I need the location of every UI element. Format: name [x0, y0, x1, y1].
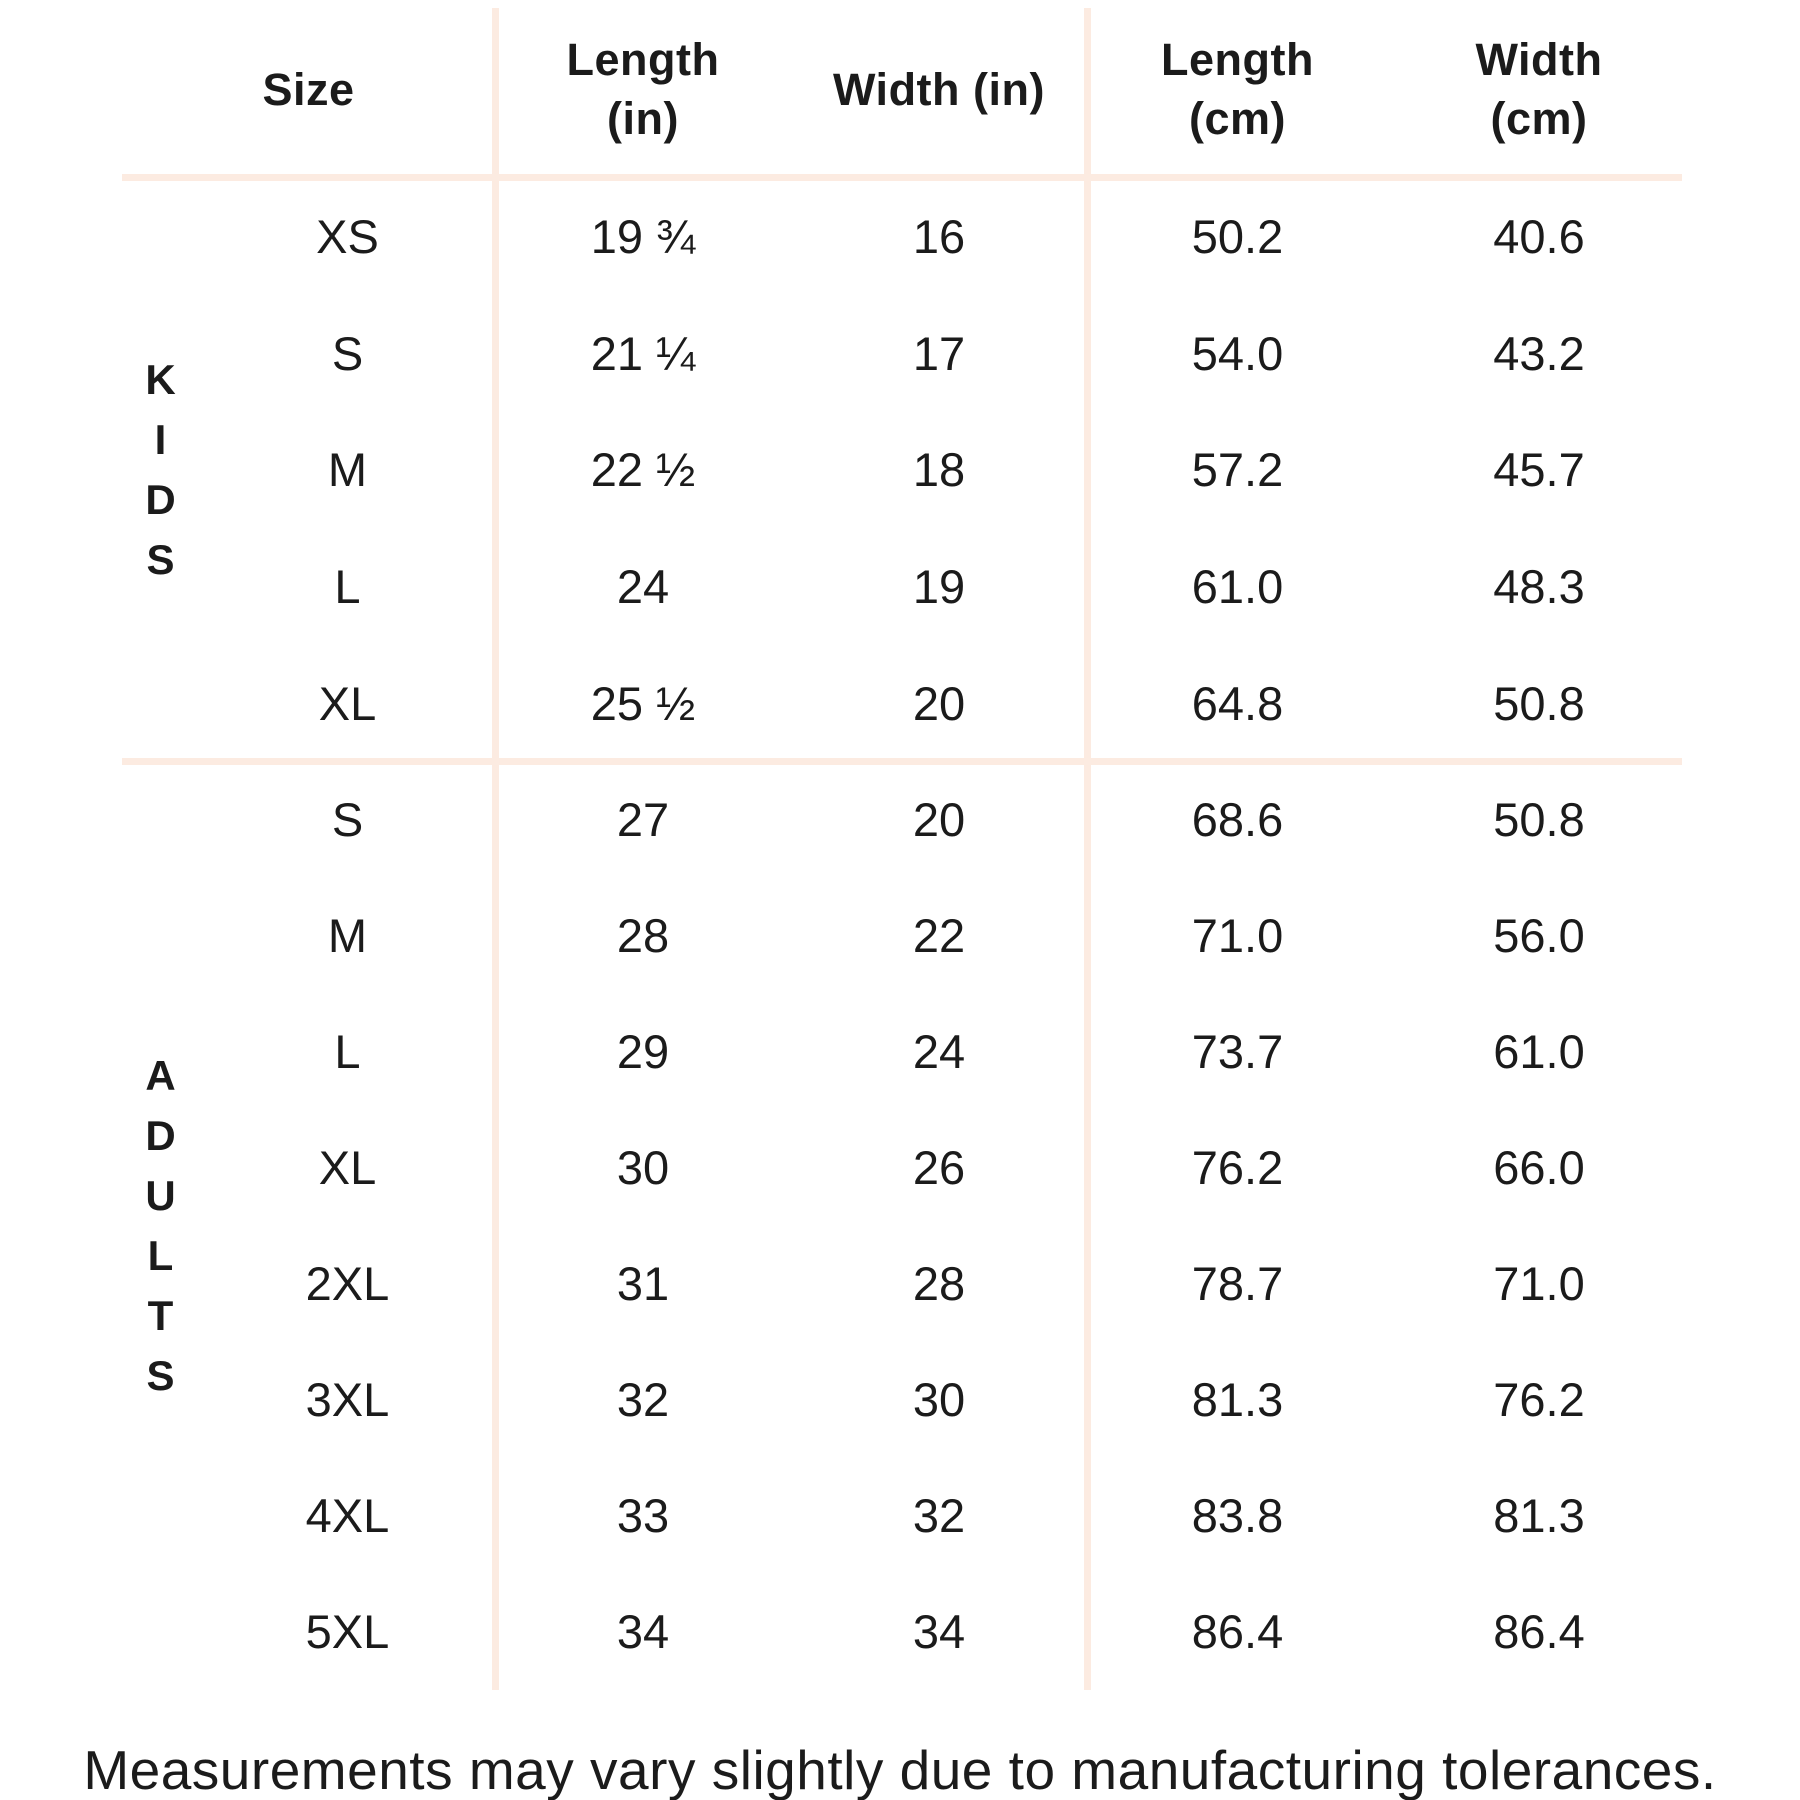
length-cm-cell: 83.8 [1191, 1489, 1284, 1543]
width-in-cell: 20 [912, 677, 966, 731]
width-cm-cell: 50.8 [1493, 677, 1585, 731]
group-letter: D [145, 475, 177, 523]
column-header-width-in: Width (in) [791, 0, 1087, 178]
width-cm-cell: 76.2 [1493, 1373, 1585, 1427]
width-in-cell: 16 [912, 209, 966, 263]
size-cell: M [327, 443, 368, 497]
width-cm-cell: 50.8 [1493, 793, 1585, 847]
column-header-width-cm: Width (cm) [1388, 0, 1690, 178]
width-in-cell: 19 [912, 560, 966, 614]
column-header-length-cm: Length (cm) [1087, 0, 1388, 178]
size-cell: 2XL [305, 1257, 390, 1311]
width-in-cell: 34 [912, 1605, 966, 1659]
width-cm-cell: 81.3 [1493, 1489, 1585, 1543]
width-cm-cell: 61.0 [1493, 1025, 1585, 1079]
size-cell: L [334, 560, 361, 614]
width-cm-cell: 43.2 [1493, 326, 1585, 380]
column-header-size-label: Size [262, 63, 355, 115]
width-in-cell: 18 [912, 443, 966, 497]
length-cm-cell: 71.0 [1191, 909, 1284, 963]
column-header-length-in: Length (in) [495, 0, 791, 178]
length-in-cell: 19 ¾ [590, 209, 696, 263]
group-letter: D [145, 1111, 177, 1159]
group-letter: I [154, 415, 168, 463]
length-cm-cell: 81.3 [1191, 1373, 1284, 1427]
width-in-cell: 32 [912, 1489, 966, 1543]
size-cell: XL [318, 1141, 377, 1195]
length-in-cell: 21 ¼ [590, 326, 696, 380]
width-cm-cell: 56.0 [1493, 909, 1585, 963]
width-cm-cell: 66.0 [1493, 1141, 1585, 1195]
width-cm-cell: 45.7 [1493, 443, 1585, 497]
length-in-cell: 29 [616, 1025, 670, 1079]
size-cell: S [331, 326, 364, 380]
group-letter: S [146, 1351, 176, 1399]
tolerance-note: Measurements may vary slightly due to ma… [83, 1739, 1717, 1800]
size-cell: XS [316, 209, 379, 263]
size-cell: S [331, 793, 364, 847]
group-letter: T [147, 1291, 175, 1339]
width-cm-cell: 71.0 [1493, 1257, 1585, 1311]
length-cm-cell: 76.2 [1191, 1141, 1284, 1195]
width-in-cell: 26 [912, 1141, 966, 1195]
width-cm-cell: 86.4 [1493, 1605, 1585, 1659]
width-in-cell: 20 [912, 793, 966, 847]
size-cell: 5XL [305, 1605, 390, 1659]
width-cm-cell: 40.6 [1493, 209, 1585, 263]
group-letter: K [145, 355, 177, 403]
length-in-cell: 27 [616, 793, 670, 847]
column-header-length-cm-label: Length [1161, 34, 1314, 85]
length-cm-cell: 78.7 [1191, 1257, 1284, 1311]
length-in-cell: 34 [616, 1605, 670, 1659]
width-in-cell: 22 [912, 909, 966, 963]
width-cm-cell: 48.3 [1493, 560, 1585, 614]
length-cm-cell: 50.2 [1191, 209, 1284, 263]
length-cm-cell: 86.4 [1191, 1605, 1284, 1659]
length-in-cell: 28 [616, 909, 670, 963]
length-in-cell: 22 ½ [590, 443, 696, 497]
column-header-size: Size [122, 0, 495, 178]
length-in-cell: 24 [616, 560, 670, 614]
size-cell: L [334, 1025, 361, 1079]
length-in-cell: 32 [616, 1373, 670, 1427]
group-letter: S [146, 535, 176, 583]
length-cm-cell: 73.7 [1191, 1025, 1284, 1079]
length-in-cell: 33 [616, 1489, 670, 1543]
length-cm-cell: 54.0 [1191, 326, 1284, 380]
width-in-cell: 28 [912, 1257, 966, 1311]
header-divider [122, 174, 1682, 181]
group-letter: U [145, 1171, 177, 1219]
column-header-width-cm-label: Width [1475, 34, 1603, 85]
column-divider-right [1084, 8, 1091, 1690]
length-in-cell: 25 ½ [590, 677, 696, 731]
length-cm-cell: 61.0 [1191, 560, 1284, 614]
size-cell: 4XL [305, 1489, 390, 1543]
width-in-cell: 24 [912, 1025, 966, 1079]
length-cm-cell: 57.2 [1191, 443, 1284, 497]
size-cell: XL [318, 677, 377, 731]
group-letter: L [147, 1231, 175, 1279]
section-divider [122, 758, 1682, 765]
length-cm-cell: 64.8 [1191, 677, 1284, 731]
length-cm-cell: 68.6 [1191, 793, 1284, 847]
size-table: Size Length (in) Width (in) Length (cm) … [122, 0, 1690, 1690]
size-cell: M [327, 909, 368, 963]
column-divider-left [492, 8, 499, 1690]
length-in-cell: 31 [616, 1257, 670, 1311]
column-header-length-in-label: Length [566, 34, 720, 85]
column-header-width-in-label: Width (in) [832, 63, 1045, 115]
length-in-cell: 30 [616, 1141, 670, 1195]
width-in-cell: 30 [912, 1373, 966, 1427]
size-cell: 3XL [305, 1373, 390, 1427]
group-letter: A [145, 1051, 177, 1099]
width-in-cell: 17 [912, 326, 966, 380]
